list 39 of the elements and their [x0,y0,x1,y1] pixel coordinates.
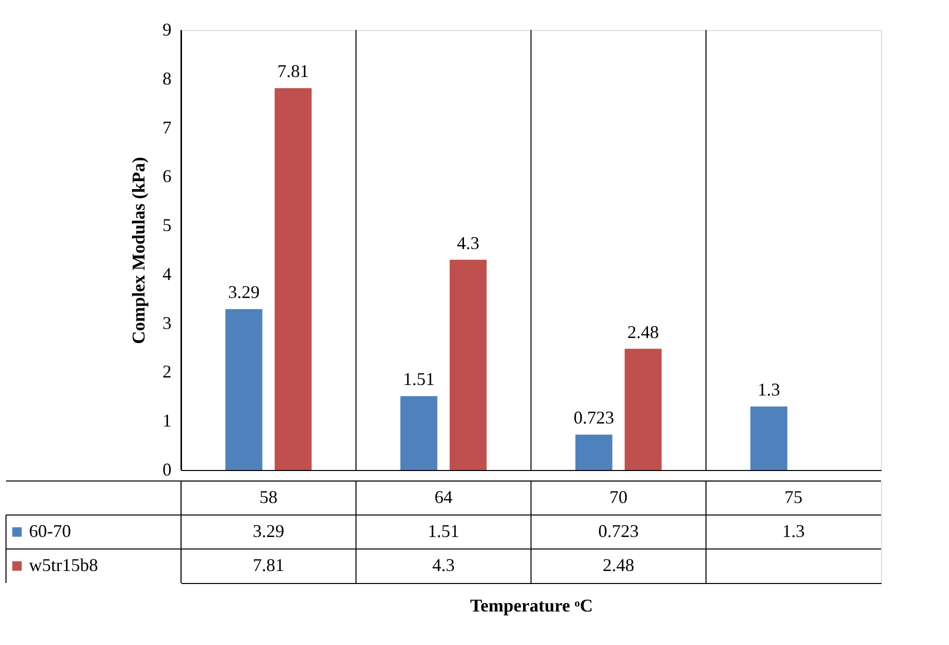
y-tick-label: 9 [162,20,172,40]
x-axis-title: Temperature ᵒC [470,596,593,616]
text: 0.723 [574,408,614,428]
y-tick-label: 4 [162,264,172,284]
bar [624,348,662,470]
bar [450,260,487,470]
data-label: 2.48 [602,555,634,575]
data-label: 0.723 [598,521,639,541]
y-axis-title: Complex Modulas (kPa) [128,156,148,344]
x-tick-label: 70 [610,487,628,507]
y-tick-label: 2 [162,362,172,382]
bar [750,406,788,470]
text: 2.48 [627,322,659,342]
x-tick-label: 58 [260,487,278,507]
x-tick-label: 75 [784,487,802,507]
text: 1.51 [403,369,435,390]
data-label: 1.3 [782,521,805,541]
y-tick-label: 8 [162,68,172,88]
y-tick-label: 6 [162,166,172,186]
bar [225,309,262,470]
bar [400,396,438,470]
y-tick-label: 1 [162,410,172,431]
text: 7.81 [277,61,309,82]
y-tick-label: 3 [162,312,172,333]
data-label: 4.3 [432,555,455,575]
legend-label: w5tr15b8 [29,555,98,575]
text: 4.3 [456,232,480,253]
data-label: 7.81 [252,555,284,575]
text: 3.29 [228,282,260,302]
text: 1.3 [758,379,780,400]
y-tick-label: 7 [162,117,172,138]
y-tick-label: 5 [162,215,172,236]
data-label: 1.51 [428,521,460,541]
data-label: 3.29 [252,521,284,541]
bar [274,88,312,470]
bar [575,434,612,470]
legend-label: 60-70 [29,521,71,541]
y-tick-label: 0 [162,460,172,480]
x-tick-label: 64 [434,487,452,507]
